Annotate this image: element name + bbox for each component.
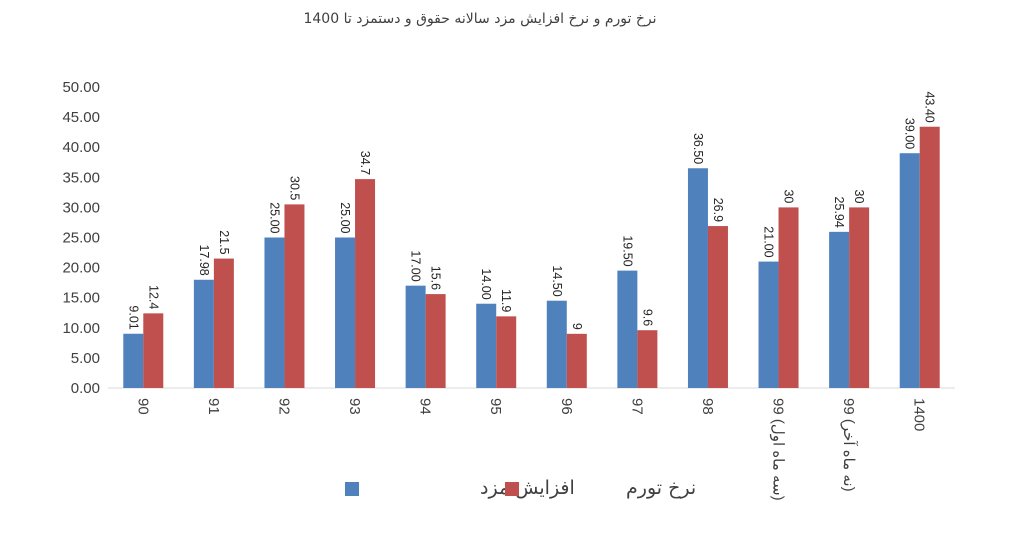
data-label: 25.00	[338, 202, 352, 233]
y-tick-label: 45.00	[62, 109, 100, 126]
bar	[899, 153, 920, 388]
chart-title: نرخ تورم و نرخ افزایش مزد سالانه حقوق و …	[303, 11, 656, 27]
legend-swatch	[505, 482, 519, 496]
y-tick-label: 35.00	[62, 169, 100, 186]
bar	[335, 237, 356, 388]
bar	[687, 168, 708, 388]
x-tick-label: 90	[134, 398, 151, 415]
data-label: 11.9	[499, 289, 513, 312]
data-label: 14.50	[550, 265, 564, 296]
bar	[758, 261, 779, 388]
legend-label: نرخ تورم	[626, 477, 696, 499]
bar	[355, 179, 376, 388]
bar	[829, 231, 850, 388]
bar	[405, 285, 426, 388]
x-tick-label: 97	[628, 398, 645, 415]
x-tick-label: 95	[487, 398, 504, 415]
data-label: 30.5	[287, 176, 301, 200]
bar	[496, 316, 517, 388]
y-tick-label: 50.00	[62, 79, 100, 96]
x-tick-label: 98	[699, 398, 716, 415]
data-label: 21.5	[217, 230, 231, 254]
bar	[425, 294, 446, 388]
y-tick-label: 40.00	[62, 139, 100, 156]
y-tick-label: 15.00	[62, 290, 100, 307]
data-label: 30	[782, 189, 796, 203]
y-tick-label: 30.00	[62, 199, 100, 216]
bar	[193, 279, 214, 388]
x-tick-label: 1400	[911, 398, 928, 431]
data-label: 9.01	[126, 305, 140, 329]
bar	[123, 333, 144, 388]
data-label: 39.00	[903, 118, 917, 149]
legend-label: افزایش مزد	[480, 477, 575, 499]
data-label: 9.6	[640, 309, 654, 326]
bar	[284, 204, 305, 388]
x-tick-label: 93	[346, 398, 363, 415]
data-label: 36.50	[691, 133, 705, 164]
bar	[617, 270, 638, 388]
data-label: 17.00	[409, 250, 423, 281]
x-tick-label: 92	[275, 398, 292, 415]
y-axis: 0.00 5.00 10.00 15.00 20.00 25.00 30.00 35.00 40…	[62, 79, 955, 397]
data-label: 34.7	[358, 151, 372, 175]
data-label: 21.00	[762, 226, 776, 257]
bar	[707, 226, 728, 388]
y-tick-label: 5.00	[71, 350, 100, 367]
data-label: 17.98	[197, 244, 211, 275]
bar	[213, 258, 234, 388]
legend-swatch	[345, 482, 359, 496]
data-labels: 9.01 12.4 17.98 21.5 25.00 30.5 25.00 34.7 17.00…	[126, 91, 936, 329]
x-tick-label: 94	[417, 398, 434, 415]
legend: افزایش مزد نرخ تورم	[345, 477, 696, 499]
data-label: 26.9	[711, 198, 725, 222]
data-label: 25.94	[832, 197, 846, 228]
bar	[778, 207, 799, 388]
x-tick-label: 91	[205, 398, 222, 415]
x-tick-label: 96	[558, 398, 575, 415]
data-label: 9	[570, 323, 584, 330]
bar	[566, 333, 587, 388]
bar	[476, 303, 497, 388]
y-tick-label: 25.00	[62, 230, 100, 247]
data-label: 25.00	[267, 202, 281, 233]
y-tick-label: 0.00	[71, 380, 100, 397]
x-axis: 90 91 92 93 94 95 96 97 98 99 (سه ماه اول) 99 (نه …	[134, 398, 927, 501]
y-tick-label: 10.00	[62, 320, 100, 337]
data-label: 19.50	[620, 235, 634, 266]
x-tick-label: 99 (سه ماه اول)	[770, 398, 787, 501]
bar	[637, 330, 658, 388]
bar	[143, 313, 164, 388]
data-label: 15.6	[429, 266, 443, 290]
data-label: 14.00	[479, 268, 493, 299]
x-tick-label: 99 (نه ماه آخر)	[840, 398, 858, 492]
bar	[546, 300, 567, 388]
y-tick-label: 20.00	[62, 260, 100, 277]
bar	[849, 207, 870, 388]
bars	[123, 126, 940, 389]
data-label: 43.40	[923, 91, 937, 122]
data-label: 30	[852, 189, 866, 203]
bar	[264, 237, 285, 388]
data-label: 12.4	[146, 285, 160, 309]
bar	[919, 126, 940, 389]
